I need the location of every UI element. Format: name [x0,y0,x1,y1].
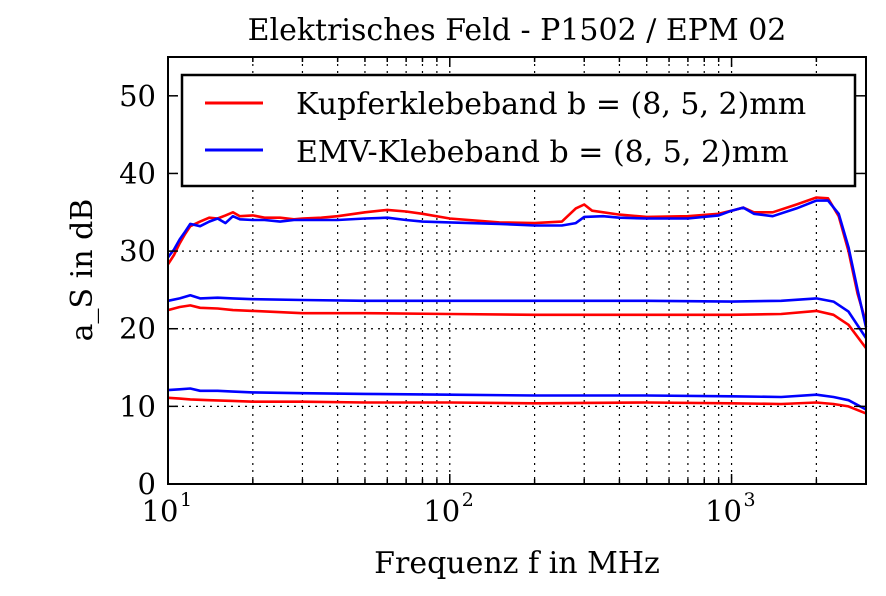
x-tick-label-exponent: 3 [744,489,756,511]
y-tick-label: 20 [119,312,156,346]
x-tick-label: 10 [142,494,179,528]
x-tick-label-exponent: 1 [180,489,192,511]
y-axis-title: a_S in dB [65,199,100,342]
x-axis-title: Frequenz f in MHz [374,546,660,581]
series-line-kupferklebeband [167,304,868,349]
x-tick-label: 10 [423,494,460,528]
legend-label-emv-klebeband: EMV-Klebeband b = (8, 5, 2)mm [296,135,789,170]
chart-title: Elektrisches Feld - P1502 / EPM 02 [248,13,787,48]
legend: Kupferklebeband b = (8, 5, 2)mm EMV-Kleb… [180,73,857,188]
legend-frame [180,73,857,188]
y-tick-label: 0 [138,467,156,501]
series-line-emv-klebeband [167,387,867,411]
legend-label-kupferklebeband: Kupferklebeband b = (8, 5, 2)mm [296,87,806,122]
y-tick-label: 40 [119,156,156,190]
x-tick-label-exponent: 2 [462,489,474,511]
x-tick-label: 10 [705,494,742,528]
series-line-kupferklebeband [167,396,867,415]
series-line-emv-klebeband [166,199,868,328]
y-tick-label: 30 [119,234,156,268]
series-line-emv-klebeband [167,294,868,339]
series-layer [166,196,868,415]
plot-frame [167,56,867,485]
y-tick-label: 10 [119,389,156,423]
y-tick-label: 50 [119,79,156,113]
